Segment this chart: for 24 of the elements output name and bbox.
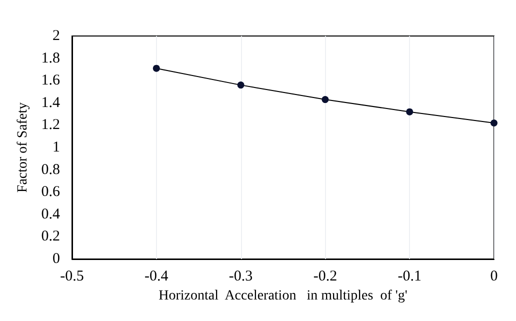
y-tick-label: 0 — [52, 251, 60, 267]
point — [152, 64, 160, 72]
x-axis-title: Horizontal Acceleration in multiples of 'g' — [158, 288, 408, 304]
x-tick-label: -0.4 — [144, 268, 169, 284]
y-tick-label: 0.4 — [41, 206, 60, 222]
x-tick-label: -0.2 — [313, 268, 338, 284]
y-axis-title: Factor of Safety — [16, 102, 30, 193]
y-tick-label: 1.2 — [41, 117, 60, 134]
x-tick-label: -0.3 — [228, 268, 253, 284]
y-tick-label: 1 — [52, 140, 60, 156]
y-tick-label: 1.4 — [41, 94, 60, 111]
y-tick-label: 0.6 — [41, 184, 60, 200]
x-tick-label: -0.1 — [398, 268, 422, 284]
y-tick-label: 1.8 — [41, 50, 60, 66]
y-tick-label: 1.6 — [41, 72, 60, 89]
point — [322, 96, 329, 104]
y-tick-label: 0.8 — [41, 162, 60, 178]
point — [490, 119, 498, 126]
x-tick-label: -0.5 — [60, 268, 84, 284]
point — [406, 108, 414, 116]
y-tick-label: 0.2 — [41, 228, 60, 245]
y-tick-label: 2 — [52, 28, 60, 44]
x-tick-label: 0 — [490, 268, 498, 284]
point — [237, 82, 244, 89]
